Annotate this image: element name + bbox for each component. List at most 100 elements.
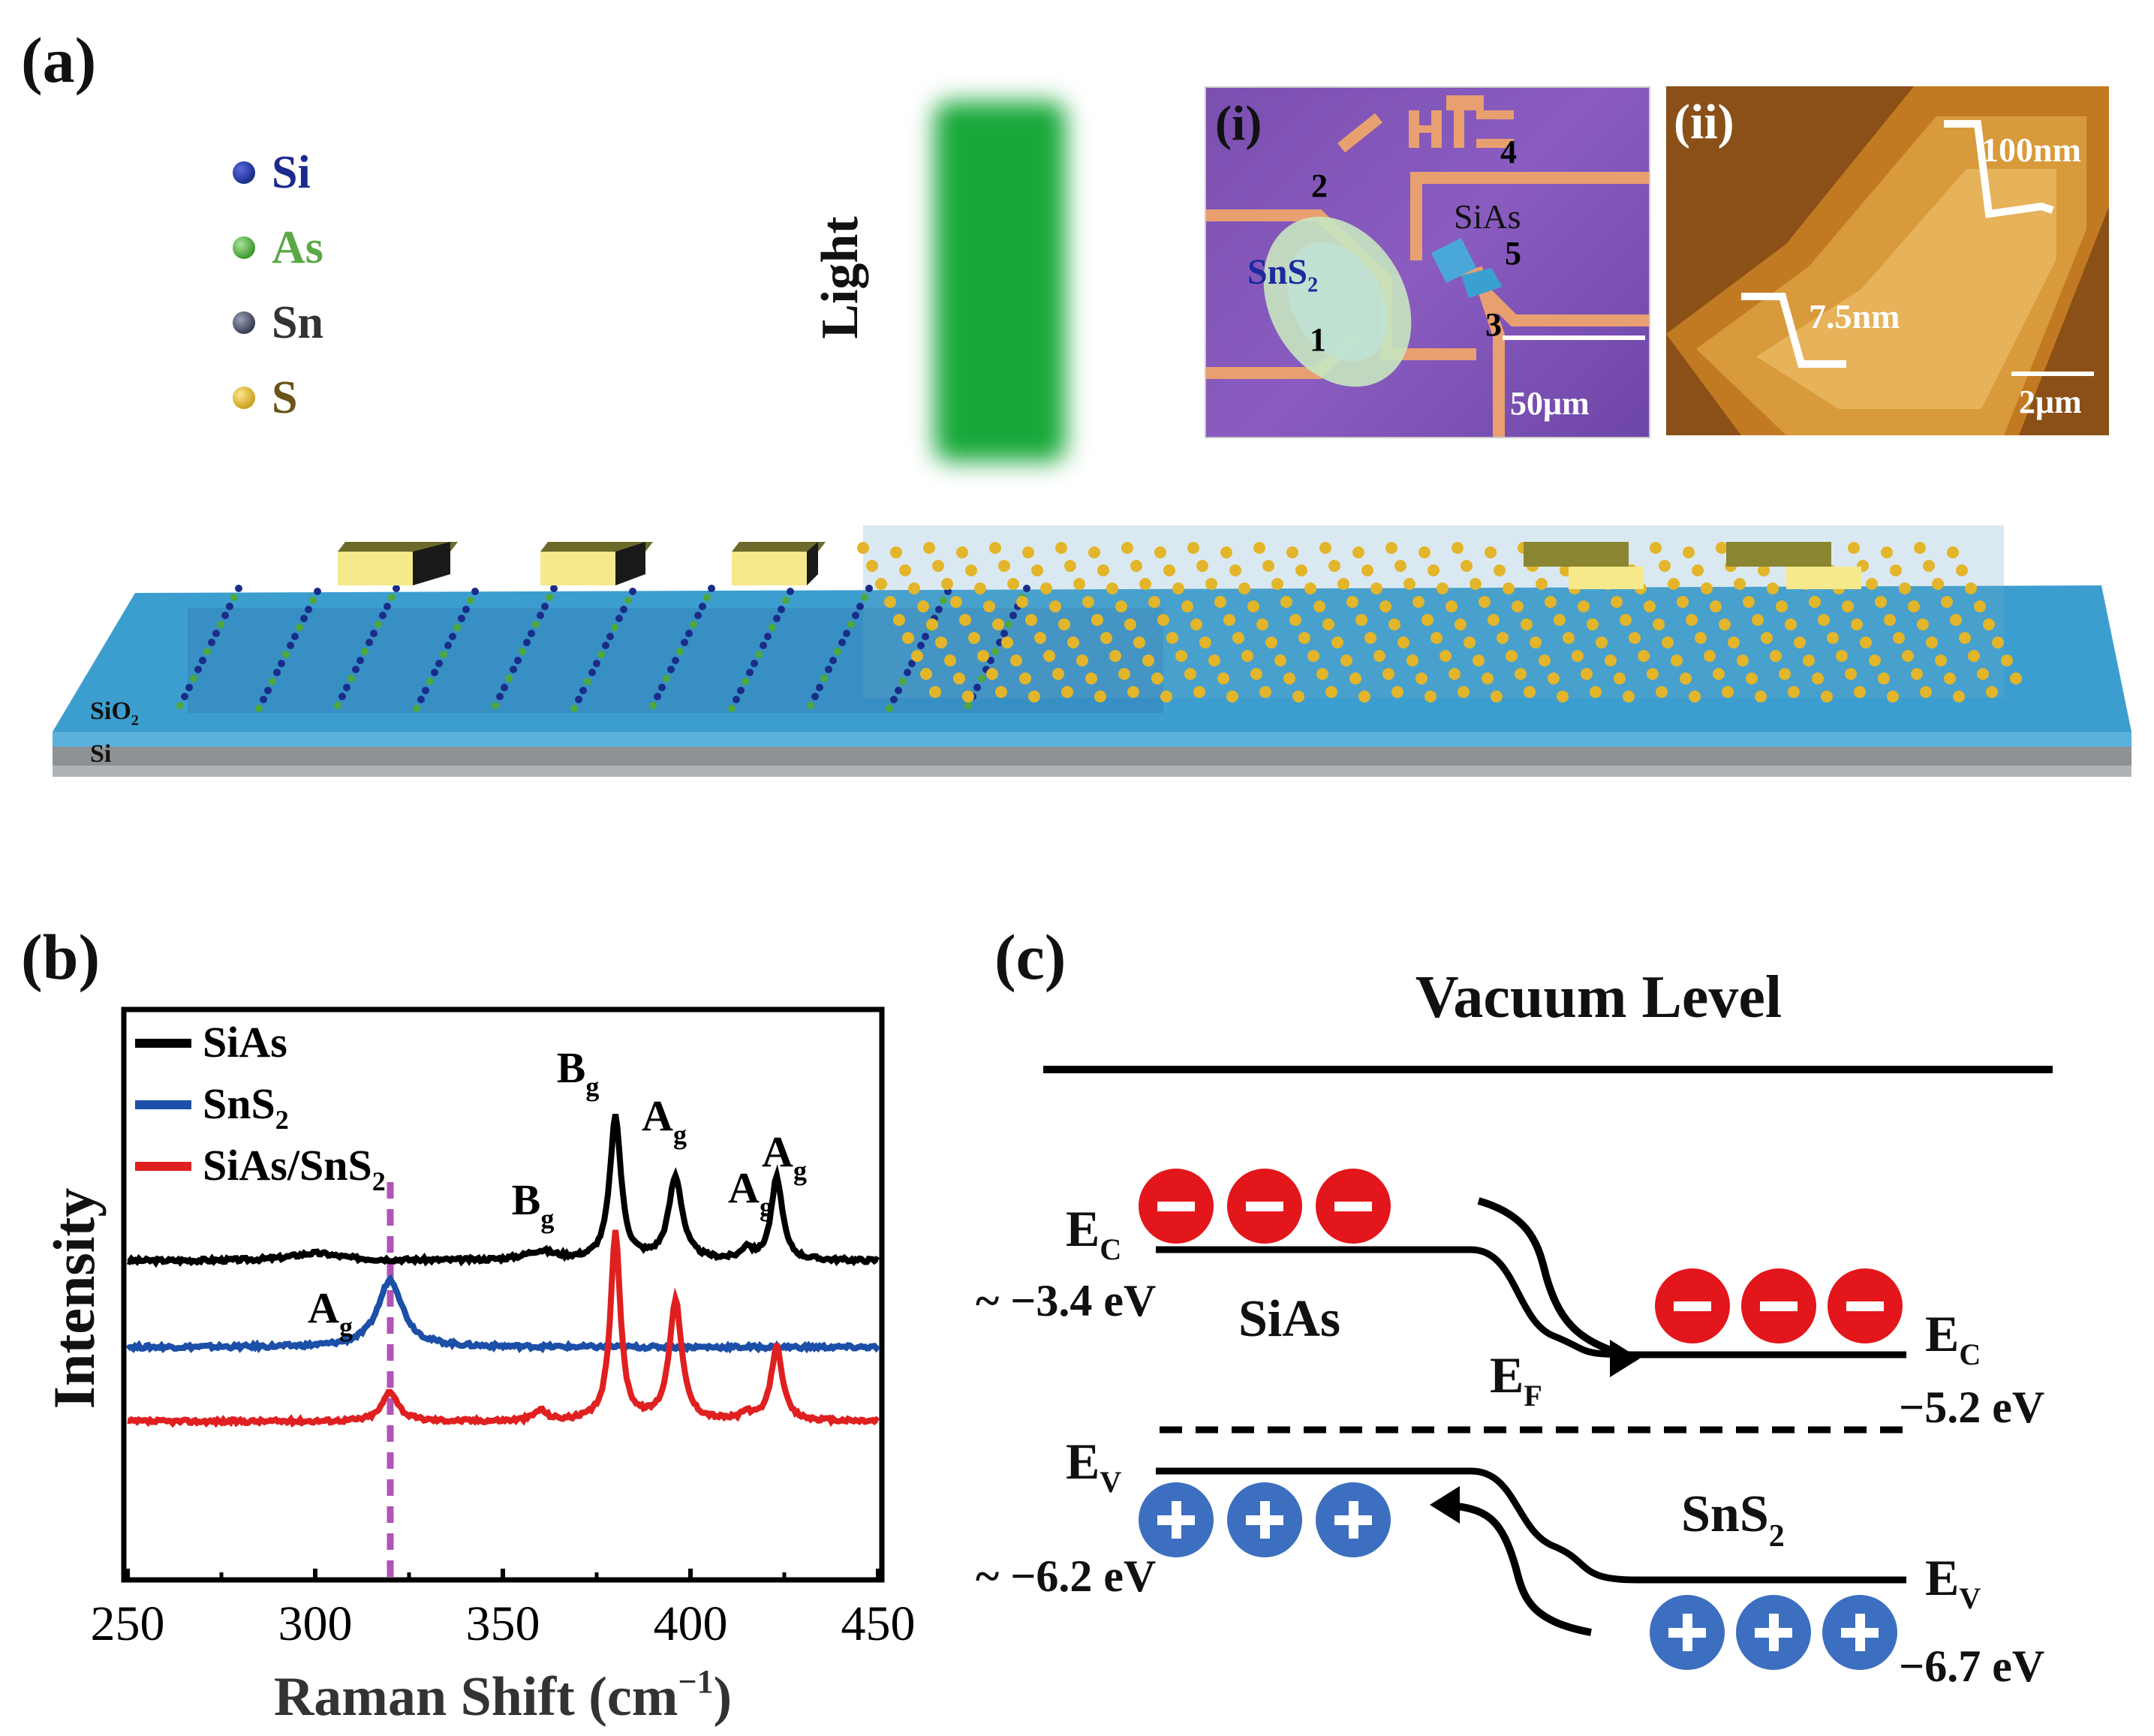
atom bbox=[1821, 690, 1833, 703]
atom bbox=[501, 684, 508, 691]
atom bbox=[199, 657, 206, 664]
atom bbox=[1536, 578, 1548, 590]
atom bbox=[1397, 636, 1409, 648]
legend-label-as: As bbox=[272, 221, 323, 273]
atom bbox=[194, 666, 202, 673]
atom bbox=[1124, 618, 1136, 630]
atom bbox=[291, 633, 299, 640]
atom bbox=[1364, 632, 1376, 644]
atom bbox=[1911, 668, 1923, 680]
atom bbox=[1869, 654, 1881, 666]
height-profile-2 bbox=[1741, 293, 1846, 368]
atom bbox=[1031, 564, 1043, 576]
atom bbox=[1005, 621, 1012, 628]
atom bbox=[935, 606, 943, 613]
peak-label: Ag bbox=[642, 1091, 687, 1150]
atom bbox=[1217, 672, 1229, 684]
atom bbox=[417, 696, 425, 703]
atom bbox=[1184, 668, 1196, 680]
atom bbox=[1692, 564, 1704, 576]
atom bbox=[1920, 686, 1932, 698]
atom bbox=[1250, 668, 1262, 680]
atom bbox=[1241, 650, 1253, 662]
atom bbox=[995, 686, 1007, 698]
hole-icon bbox=[1650, 1595, 1725, 1670]
atom bbox=[1449, 668, 1461, 680]
atom bbox=[370, 630, 378, 637]
atom bbox=[431, 669, 438, 676]
legend-label: SnS2 bbox=[203, 1079, 289, 1135]
atom bbox=[895, 687, 902, 694]
atom bbox=[1289, 614, 1301, 626]
atom bbox=[1788, 686, 1800, 698]
atom bbox=[782, 597, 790, 604]
electron-icon bbox=[1741, 1268, 1816, 1343]
atom bbox=[1719, 618, 1731, 630]
atom bbox=[1229, 564, 1241, 576]
atom bbox=[1521, 618, 1533, 630]
atom bbox=[305, 606, 312, 613]
atom bbox=[629, 588, 636, 595]
atom bbox=[755, 651, 763, 658]
atom bbox=[1208, 654, 1220, 666]
atom bbox=[1851, 618, 1863, 630]
atom bbox=[1638, 650, 1650, 662]
atom bbox=[820, 675, 828, 682]
x-axis-label: Raman Shift (cm−1) bbox=[274, 1663, 732, 1728]
atom bbox=[1455, 618, 1467, 630]
atom bbox=[1647, 668, 1659, 680]
atom bbox=[977, 650, 989, 662]
atom bbox=[453, 624, 461, 631]
atom bbox=[1160, 690, 1172, 703]
legend-label-s: S bbox=[272, 372, 298, 423]
atom bbox=[1590, 686, 1602, 698]
peak-label: Ag bbox=[728, 1163, 773, 1222]
atom bbox=[1899, 582, 1911, 594]
atom bbox=[1055, 542, 1067, 554]
atom bbox=[1007, 578, 1019, 590]
atom bbox=[1779, 668, 1791, 680]
electrode-pad bbox=[1524, 542, 1644, 589]
atom bbox=[956, 546, 968, 558]
atom bbox=[2010, 672, 2022, 684]
atom bbox=[532, 621, 540, 628]
atom bbox=[1944, 672, 1956, 684]
atom bbox=[890, 696, 898, 703]
atom bbox=[1926, 636, 1938, 648]
atom bbox=[1659, 560, 1671, 572]
atom bbox=[1848, 542, 1860, 554]
atom bbox=[1199, 636, 1211, 648]
x-tick-label: 300 bbox=[278, 1596, 353, 1651]
sns2-label: SnS2 bbox=[1247, 252, 1319, 297]
atom bbox=[541, 603, 549, 610]
atom bbox=[575, 696, 582, 703]
atom bbox=[1082, 596, 1094, 608]
atom bbox=[440, 651, 447, 658]
atom bbox=[1043, 650, 1055, 662]
left-material-label: SiAs bbox=[1238, 1290, 1340, 1348]
atom bbox=[260, 696, 267, 703]
atom bbox=[1154, 546, 1166, 558]
atom bbox=[597, 651, 605, 658]
peak-label: Ag bbox=[762, 1127, 807, 1186]
atom bbox=[1755, 690, 1767, 703]
electrode-label-5: 5 bbox=[1505, 235, 1521, 272]
atom bbox=[922, 633, 929, 640]
si-layer-label: Si bbox=[90, 740, 111, 768]
atom bbox=[1319, 542, 1331, 554]
atom bbox=[1280, 596, 1292, 608]
atom bbox=[471, 588, 479, 595]
atom bbox=[1001, 636, 1013, 648]
legend-label: SiAs bbox=[203, 1018, 287, 1067]
atom bbox=[208, 639, 215, 646]
atom bbox=[1394, 560, 1406, 572]
atom bbox=[1406, 654, 1418, 666]
atom bbox=[1884, 614, 1896, 626]
atom bbox=[764, 633, 772, 640]
atom bbox=[1695, 632, 1707, 644]
electrons-right bbox=[1655, 1268, 1903, 1343]
ec-left-label: EC bbox=[1066, 1200, 1121, 1266]
electrode-pad bbox=[338, 542, 458, 585]
atom bbox=[1181, 600, 1193, 612]
series-line-3 bbox=[127, 1229, 880, 1428]
